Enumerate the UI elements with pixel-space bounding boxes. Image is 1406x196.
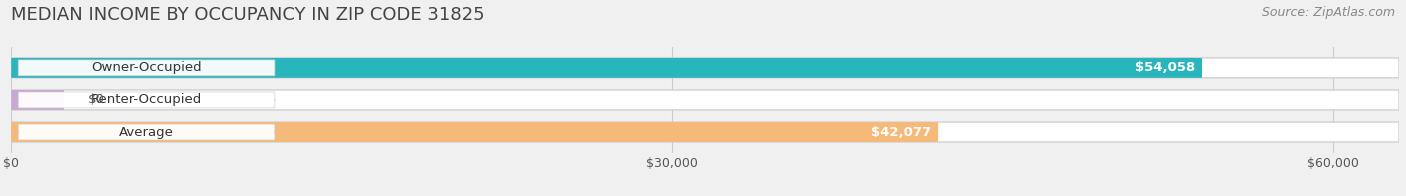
FancyBboxPatch shape (11, 122, 938, 142)
FancyBboxPatch shape (18, 92, 276, 108)
Text: Source: ZipAtlas.com: Source: ZipAtlas.com (1261, 6, 1395, 19)
FancyBboxPatch shape (11, 58, 1399, 78)
FancyBboxPatch shape (18, 60, 276, 76)
FancyBboxPatch shape (11, 90, 1399, 110)
FancyBboxPatch shape (11, 90, 65, 110)
FancyBboxPatch shape (11, 58, 1202, 78)
FancyBboxPatch shape (18, 124, 276, 140)
Text: $54,058: $54,058 (1135, 61, 1195, 74)
Text: Renter-Occupied: Renter-Occupied (91, 93, 202, 106)
FancyBboxPatch shape (11, 122, 1399, 142)
Text: MEDIAN INCOME BY OCCUPANCY IN ZIP CODE 31825: MEDIAN INCOME BY OCCUPANCY IN ZIP CODE 3… (11, 6, 485, 24)
Text: Average: Average (120, 125, 174, 139)
Text: $42,077: $42,077 (872, 125, 931, 139)
Text: $0: $0 (87, 93, 104, 106)
Text: Owner-Occupied: Owner-Occupied (91, 61, 202, 74)
